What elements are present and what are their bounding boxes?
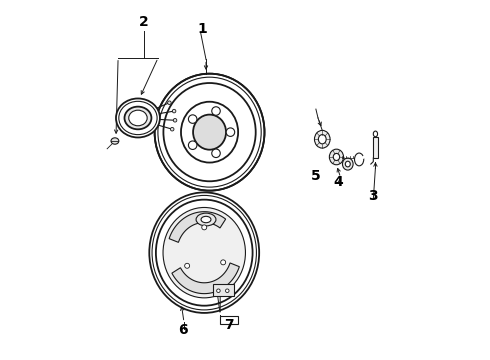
Ellipse shape [201, 216, 211, 223]
Polygon shape [169, 212, 226, 242]
Circle shape [220, 260, 225, 265]
Circle shape [189, 141, 197, 149]
Text: 4: 4 [333, 175, 343, 189]
Ellipse shape [129, 110, 147, 126]
Ellipse shape [163, 207, 245, 298]
Ellipse shape [315, 130, 330, 148]
Ellipse shape [343, 158, 353, 170]
Ellipse shape [124, 107, 151, 129]
Text: 7: 7 [224, 318, 234, 332]
Circle shape [202, 225, 207, 230]
Polygon shape [172, 263, 239, 294]
Circle shape [172, 109, 176, 113]
Text: 5: 5 [311, 170, 321, 184]
Circle shape [212, 149, 220, 158]
Circle shape [212, 107, 220, 115]
Ellipse shape [111, 138, 119, 144]
FancyBboxPatch shape [373, 137, 378, 158]
Text: 3: 3 [368, 189, 378, 203]
Circle shape [168, 101, 171, 104]
Circle shape [171, 127, 174, 131]
Circle shape [217, 289, 220, 293]
Ellipse shape [116, 99, 160, 138]
Ellipse shape [149, 192, 259, 313]
Circle shape [226, 128, 235, 136]
FancyBboxPatch shape [213, 284, 234, 296]
Ellipse shape [155, 74, 265, 191]
FancyBboxPatch shape [220, 316, 238, 324]
Text: 1: 1 [197, 22, 207, 36]
Ellipse shape [329, 149, 343, 165]
Ellipse shape [318, 135, 326, 144]
Ellipse shape [196, 213, 216, 226]
Circle shape [185, 263, 190, 268]
Ellipse shape [181, 102, 238, 163]
Circle shape [189, 115, 197, 123]
Ellipse shape [193, 114, 226, 150]
Text: 2: 2 [139, 15, 149, 29]
Text: 6: 6 [178, 323, 188, 337]
Ellipse shape [345, 161, 350, 167]
Circle shape [173, 118, 177, 122]
Ellipse shape [333, 153, 340, 161]
Circle shape [225, 289, 229, 293]
